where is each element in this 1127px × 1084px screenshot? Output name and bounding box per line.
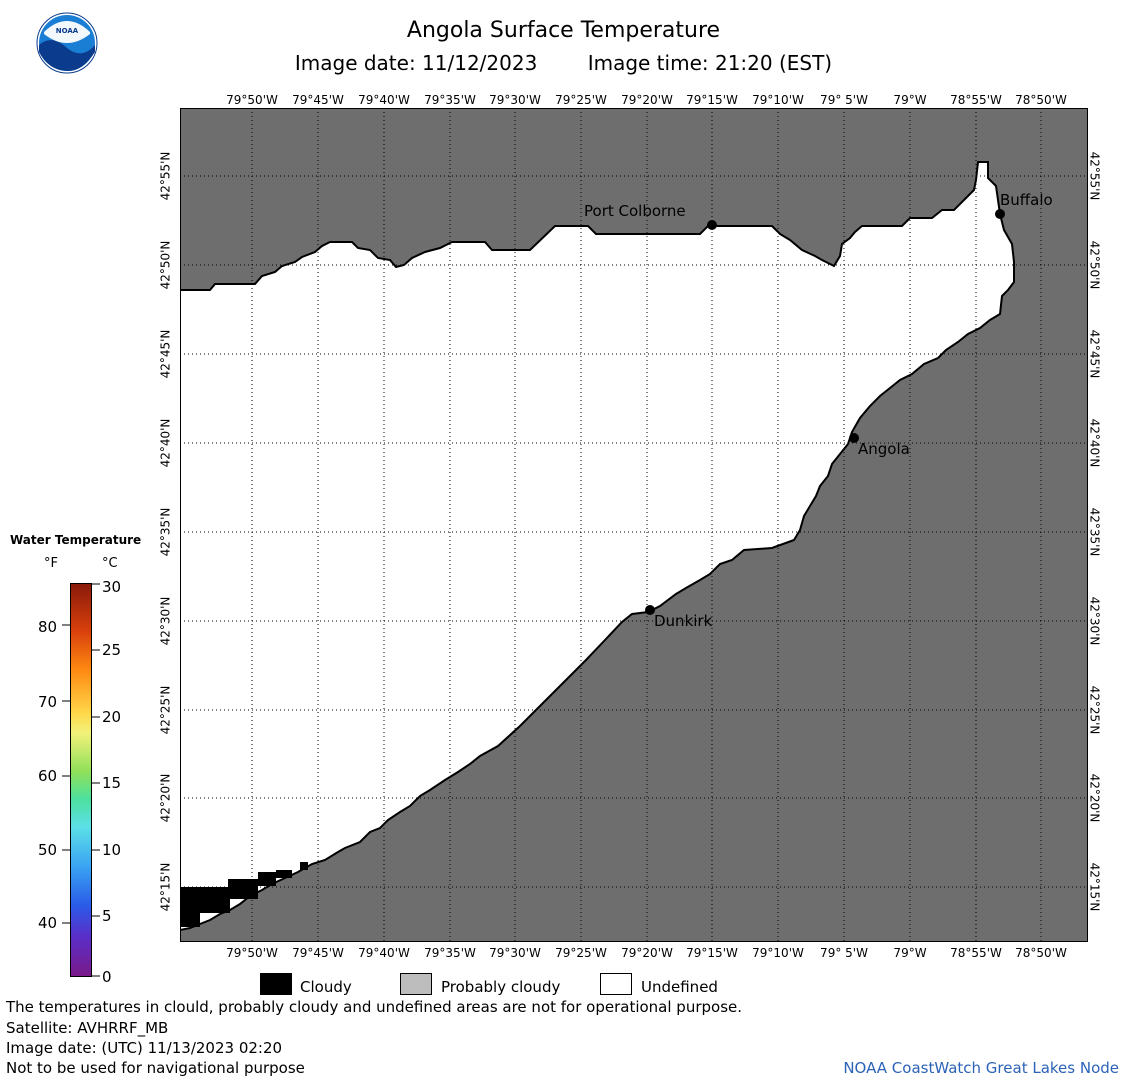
lon-label: 79°30'W (489, 946, 541, 960)
credit-link[interactable]: NOAA CoastWatch Great Lakes Node (843, 1059, 1119, 1077)
unit-f: °F (44, 556, 58, 571)
lon-label: 79° 5'W (820, 93, 868, 107)
key-probably-cloudy-label: Probably cloudy (441, 978, 561, 996)
f-tick: 80 (38, 618, 58, 636)
lon-label: 79°50'W (226, 93, 278, 107)
legend-title: Water Temperature (10, 533, 142, 547)
lon-label: 79°25'W (555, 946, 607, 960)
lon-label: 78°50'W (1015, 93, 1067, 107)
lat-label: 42°45'N (1087, 329, 1102, 379)
page-title: Angola Surface Temperature (406, 18, 721, 43)
lon-label: 79°10'W (752, 946, 804, 960)
map-canvas[interactable]: Port Colborne Buffalo Angola Dunkirk (180, 108, 1088, 942)
lat-label: 42°15'N (1087, 862, 1102, 912)
lon-label: 79°40'W (358, 946, 410, 960)
c-tick: 25 (102, 641, 122, 659)
lat-label: 42°40'N (158, 418, 173, 468)
lon-label: 79°15'W (686, 946, 738, 960)
lon-label: 79°20'W (621, 93, 673, 107)
lon-label: 79°10'W (752, 93, 804, 107)
c-tick: 0 (102, 968, 112, 986)
key-undefined-label: Undefined (641, 978, 718, 996)
lat-label: 42°55'N (158, 151, 173, 201)
c-tick: 10 (102, 841, 122, 859)
place-angola[interactable]: Angola (849, 433, 910, 458)
footer-note: The temperatures in clould, probably clo… (6, 998, 743, 1016)
graticule (180, 108, 1088, 942)
lon-label: 79°W (893, 946, 927, 960)
c-tick: 5 (102, 907, 112, 925)
key-undefined-swatch (600, 973, 632, 995)
lat-label: 42°50'N (1087, 240, 1102, 290)
lat-label: 42°30'N (1087, 596, 1102, 646)
lat-label: 42°20'N (1087, 773, 1102, 823)
footer-nav-warning: Not to be used for navigational purpose (6, 1059, 305, 1077)
place-buffalo[interactable]: Buffalo (995, 191, 1053, 219)
temperature-color-scale (70, 583, 92, 977)
lon-label: 79°15'W (686, 93, 738, 107)
lon-label: 79°45'W (292, 93, 344, 107)
lon-label: 79° 5'W (820, 946, 868, 960)
c-tick: 15 (102, 774, 122, 792)
lon-label: 79°20'W (621, 946, 673, 960)
lon-label: 79°W (893, 93, 927, 107)
image-time: Image time: 21:20 (EST) (587, 51, 833, 75)
lat-label: 42°15'N (158, 862, 173, 912)
key-probably-cloudy-swatch (400, 973, 432, 995)
c-tick: 30 (102, 578, 122, 596)
lat-label: 42°55'N (1087, 151, 1102, 201)
lon-label: 79°45'W (292, 946, 344, 960)
lat-label: 42°30'N (158, 596, 173, 646)
lon-label: 78°55'W (950, 946, 1002, 960)
key-cloudy-swatch (260, 973, 292, 995)
place-label: Buffalo (1000, 191, 1053, 209)
lat-label: 42°40'N (1087, 418, 1102, 468)
f-tick: 60 (38, 767, 58, 785)
lat-label: 42°20'N (158, 773, 173, 823)
place-port-colborne[interactable]: Port Colborne (584, 202, 717, 230)
image-date: Image date: 11/12/2023 (294, 51, 538, 75)
lat-label: 42°25'N (158, 685, 173, 735)
footer-utc-date: Image date: (UTC) 11/13/2023 02:20 (6, 1039, 283, 1057)
f-tick: 70 (38, 693, 58, 711)
lat-label: 42°50'N (158, 240, 173, 290)
lon-label: 79°40'W (358, 93, 410, 107)
place-dunkirk[interactable]: Dunkirk (645, 605, 713, 630)
f-tick: 40 (38, 914, 58, 932)
lon-label: 79°35'W (424, 93, 476, 107)
lat-label: 42°35'N (158, 507, 173, 557)
place-label: Dunkirk (654, 612, 713, 630)
lon-label: 79°25'W (555, 93, 607, 107)
c-tick: 20 (102, 708, 122, 726)
noaa-logo: NOAA (36, 12, 98, 74)
lat-label: 42°25'N (1087, 685, 1102, 735)
lat-label: 42°35'N (1087, 507, 1102, 557)
place-label: Angola (858, 440, 910, 458)
lon-label: 79°30'W (489, 93, 541, 107)
image-date-time: Image date: 11/12/2023 Image time: 21:20… (0, 51, 1127, 75)
unit-c: °C (102, 556, 118, 571)
scale-ticks (62, 583, 100, 977)
lat-label: 42°45'N (158, 329, 173, 379)
map-frame (180, 108, 1088, 942)
cloud-pixels (180, 862, 308, 927)
svg-text:NOAA: NOAA (56, 27, 79, 35)
lon-label: 79°50'W (226, 946, 278, 960)
lon-label: 79°35'W (424, 946, 476, 960)
key-cloudy-label: Cloudy (300, 978, 352, 996)
lon-label: 78°55'W (950, 93, 1002, 107)
lon-label: 78°50'W (1015, 946, 1067, 960)
place-label: Port Colborne (584, 202, 686, 220)
footer-satellite: Satellite: AVHRRF_MB (6, 1019, 169, 1037)
f-tick: 50 (38, 841, 58, 859)
